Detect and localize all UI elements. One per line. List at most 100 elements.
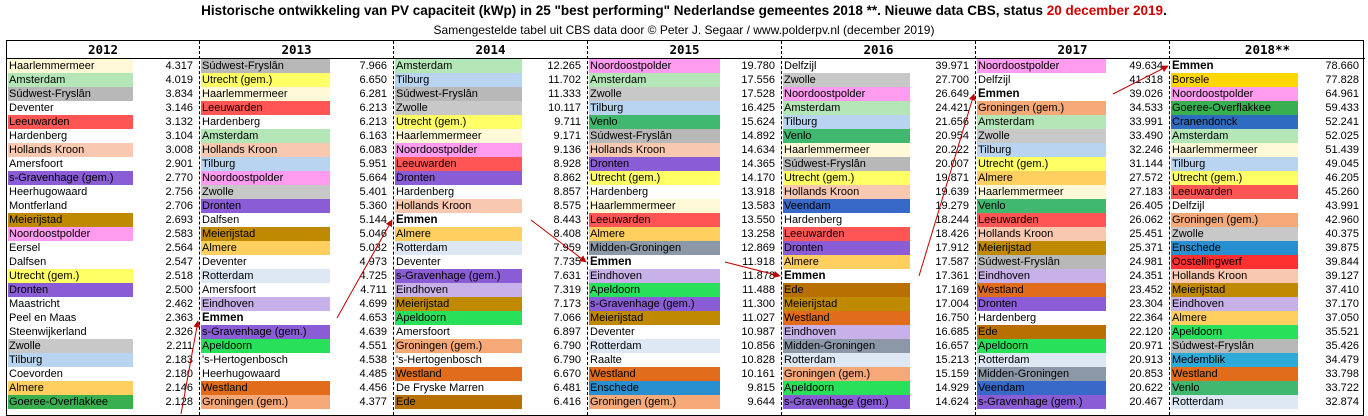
- municipality-name: Hollands Kroon: [1171, 269, 1298, 283]
- table-row: Utrecht (gem.) 9.711: [394, 115, 587, 129]
- table-row: Leeuwarden 6.213: [200, 101, 393, 115]
- year-header: 2018**: [1170, 41, 1365, 59]
- capacity-value: 6.213: [359, 102, 387, 114]
- municipality-name: Heerhugowaard: [201, 367, 330, 381]
- municipality-name: Dronten: [977, 297, 1106, 311]
- capacity-value: 6.213: [359, 116, 387, 128]
- municipality-name: Hollands Kroon: [589, 143, 720, 157]
- municipality-name: Súdwest-Fryslân: [8, 87, 133, 101]
- table-row: Súdwest-Fryslân 24.981: [976, 255, 1169, 269]
- table-row: Emmen 11.918: [588, 255, 781, 269]
- municipality-name: Groningen (gem.): [201, 395, 330, 409]
- capacity-value: 6.650: [359, 74, 387, 86]
- municipality-name: Noordoostpolder: [201, 171, 330, 185]
- municipality-name: Noordoostpolder: [8, 227, 133, 241]
- table-row: Meierijstad 11.027: [588, 311, 781, 325]
- table-row: Deventer 3.146: [7, 101, 199, 115]
- municipality-name: Rotterdam: [783, 353, 910, 367]
- capacity-value: 33.798: [1325, 368, 1359, 380]
- table-row: Hardenberg 22.364: [976, 311, 1169, 325]
- capacity-value: 6.897: [553, 326, 581, 338]
- municipality-name: Deventer: [201, 255, 330, 269]
- table-row: Meierijstad 17.004: [782, 297, 975, 311]
- table-row: Rotterdam 15.213: [782, 353, 975, 367]
- municipality-name: s-Gravenhage (gem.): [977, 395, 1106, 409]
- capacity-value: 42.960: [1325, 214, 1359, 226]
- table-row: Hollands Kroon 14.634: [588, 143, 781, 157]
- table-row: Noordoostpolder 5.664: [200, 171, 393, 185]
- table-row: Groningen (gem.) 42.960: [1170, 213, 1365, 227]
- table-row: Cranendonck 52.241: [1170, 115, 1365, 129]
- municipality-name: Dronten: [201, 199, 330, 213]
- municipality-name: Amersfoort: [395, 325, 522, 339]
- municipality-name: Eindhoven: [783, 325, 910, 339]
- capacity-value: 15.159: [935, 368, 969, 380]
- table-row: Delfzijl 39.971: [782, 59, 975, 73]
- municipality-name: Apeldoorn: [589, 283, 720, 297]
- municipality-name: Hollands Kroon: [8, 143, 133, 157]
- capacity-value: 6.163: [359, 130, 387, 142]
- capacity-value: 3.104: [165, 130, 193, 142]
- capacity-value: 3.008: [165, 144, 193, 156]
- year-header: 2014: [394, 41, 587, 59]
- municipality-name: s-Gravenhage (gem.): [589, 297, 720, 311]
- table-row: Súdwest-Fryslân 35.426: [1170, 339, 1365, 353]
- table-row: s-Gravenhage (gem.) 14.624: [782, 395, 975, 409]
- table-row: Hardenberg 18.244: [782, 213, 975, 227]
- table-row: Haarlemmermeer 20.222: [782, 143, 975, 157]
- capacity-value: 3.146: [165, 102, 193, 114]
- municipality-name: Meierijstad: [977, 241, 1106, 255]
- table-row: 's-Hertogenbosch 6.790: [394, 353, 587, 367]
- capacity-value: 34.479: [1325, 354, 1359, 366]
- capacity-value: 6.670: [553, 368, 581, 380]
- table-row: Ede 6.416: [394, 395, 587, 409]
- municipality-name: Rotterdam: [589, 339, 720, 353]
- municipality-name: Raalte: [589, 353, 720, 367]
- municipality-name: Medemblik: [1171, 353, 1298, 367]
- capacity-value: 10.856: [741, 340, 775, 352]
- municipality-name: Meierijstad: [783, 297, 910, 311]
- capacity-value: 9.171: [553, 130, 581, 142]
- municipality-name: Oostellingwerf: [1171, 255, 1298, 269]
- capacity-value: 4.317: [165, 60, 193, 72]
- capacity-value: 5.664: [359, 172, 387, 184]
- table-row: Veendam 19.279: [782, 199, 975, 213]
- capacity-value: 8.928: [553, 158, 581, 170]
- municipality-name: Leeuwarden: [395, 157, 522, 171]
- capacity-value: 10.117: [548, 102, 581, 114]
- title-main: Historische ontwikkeling van PV capacite…: [201, 3, 1043, 18]
- municipality-name: Deventer: [589, 325, 720, 339]
- table-row: Almere 8.408: [394, 227, 587, 241]
- table-row: Noordoostpolder 2.583: [7, 227, 199, 241]
- table-row: Eindhoven 11.878: [588, 269, 781, 283]
- table-row: Maastricht 2.462: [7, 297, 199, 311]
- table-row: Emmen 8.443: [394, 213, 587, 227]
- municipality-name: Amersfoort: [201, 283, 330, 297]
- capacity-value: 26.405: [1129, 200, 1163, 212]
- table-row: s-Gravenhage (gem.) 4.639: [200, 325, 393, 339]
- table-row: Zwolle 5.401: [200, 185, 393, 199]
- capacity-value: 5.951: [359, 158, 387, 170]
- capacity-value: 26.062: [1129, 214, 1163, 226]
- capacity-value: 8.575: [553, 200, 581, 212]
- table-row: Hardenberg 6.213: [200, 115, 393, 129]
- capacity-value: 40.375: [1325, 228, 1359, 240]
- municipality-name: Dalfsen: [8, 255, 133, 269]
- table-row: Apeldoorn 4.551: [200, 339, 393, 353]
- table-row: Zwolle 40.375: [1170, 227, 1365, 241]
- capacity-value: 14.892: [741, 130, 775, 142]
- municipality-name: Leeuwarden: [1171, 185, 1298, 199]
- table-row: Hollands Kroon 39.127: [1170, 269, 1365, 283]
- table-row: Leeuwarden 13.550: [588, 213, 781, 227]
- table-row: Emmen 17.361: [782, 269, 975, 283]
- municipality-name: Súdwest-Fryslân: [589, 129, 720, 143]
- capacity-value: 39.971: [935, 60, 969, 72]
- municipality-name: Dalfsen: [201, 213, 330, 227]
- table-row: Dronten 23.304: [976, 297, 1169, 311]
- capacity-value: 2.901: [165, 158, 193, 170]
- municipality-name: Apeldoorn: [783, 381, 910, 395]
- capacity-value: 6.281: [359, 88, 387, 100]
- capacity-value: 7.959: [553, 242, 581, 254]
- table-row: Utrecht (gem.) 46.205: [1170, 171, 1365, 185]
- municipality-name: Deventer: [8, 101, 133, 115]
